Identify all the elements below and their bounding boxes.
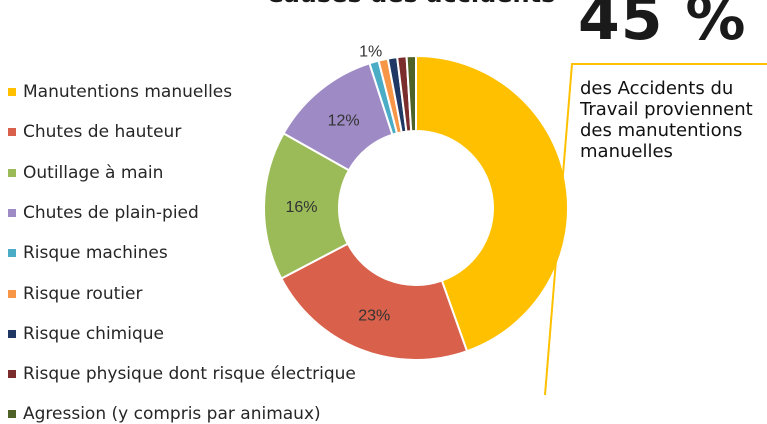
- legend-item: Risque routier: [8, 284, 142, 304]
- legend-label: Chutes de hauteur: [23, 122, 182, 143]
- legend-label: Manutentions manuelles: [23, 82, 233, 102]
- legend-item: Chutes de plain-pied: [8, 203, 199, 223]
- legend-label: Chutes de plain-pied: [23, 202, 199, 223]
- legend-item: Risque machines: [8, 243, 168, 263]
- legend-item: Chutes de hauteur: [8, 122, 181, 142]
- legend-item: Risque chimique: [8, 324, 164, 344]
- callout-text: des Accidents du Travail proviennent des…: [580, 78, 753, 162]
- donut-slice: [279, 242, 469, 361]
- donut-slices: [263, 54, 569, 361]
- callout-leader-line: [544, 63, 767, 396]
- legend-label: Risque physique dont risque électrique: [23, 364, 356, 385]
- slice-data-label: 1%: [359, 43, 382, 60]
- legend-swatch: [8, 329, 16, 338]
- legend-label: Risque chimique: [23, 323, 164, 344]
- legend-item: Manutentions manuelles: [8, 82, 232, 102]
- legend-swatch: [8, 168, 16, 177]
- legend-swatch: [8, 128, 16, 137]
- legend-label: Risque machines: [23, 243, 168, 264]
- slice-data-label: 12%: [328, 112, 360, 129]
- donut-slice: [415, 54, 569, 353]
- chart-title: Causes des accidents: [266, 0, 555, 8]
- slice-data-label: 23%: [358, 308, 390, 325]
- callout-percent: 45 %: [578, 0, 747, 54]
- legend-swatch: [8, 289, 16, 298]
- legend-swatch: [8, 88, 16, 96]
- legend-swatch: [8, 208, 16, 217]
- legend-label: Outillage à main: [23, 162, 164, 183]
- legend-swatch: [8, 370, 16, 379]
- slice-data-label: 16%: [285, 199, 317, 216]
- legend-swatch: [8, 410, 16, 419]
- donut-data-labels: 23% 16% 12% 1%: [285, 43, 390, 324]
- legend-label: Risque routier: [23, 283, 143, 304]
- legend-swatch: [8, 249, 16, 258]
- legend-item: Outillage à main: [8, 163, 163, 183]
- legend-item: Risque physique dont risque électrique: [8, 364, 356, 384]
- donut-slice: [405, 54, 417, 133]
